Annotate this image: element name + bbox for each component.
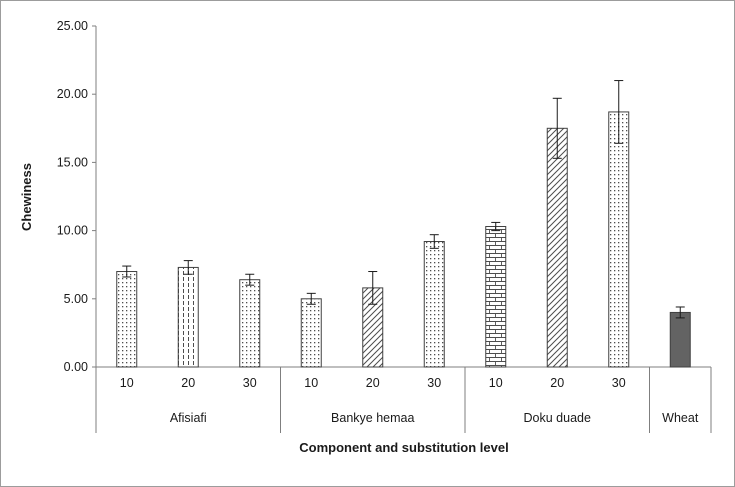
plot-area: 0.00 5.00 10.00 15.00 20.00 25.00 10 20 30 10 20 30…: [57, 19, 712, 433]
group-label-bankye-hemaa: Bankye hemaa: [331, 411, 414, 425]
x-axis-title: Component and substitution level: [299, 440, 508, 455]
bar-bankye-hemaa-30: [423, 241, 445, 368]
error-bar-afisiafi-10: [122, 265, 132, 278]
bar-afisiafi-10: [116, 271, 138, 368]
group-label-doku-duade: Doku duade: [524, 411, 591, 425]
x-category-label: 30: [427, 376, 441, 390]
bar-doku-duade-30: [608, 111, 630, 368]
x-category-label: 10: [489, 376, 503, 390]
bar-wheat: [669, 311, 691, 368]
y-tick-label: 25.00: [57, 19, 88, 33]
bar-doku-duade-20: [546, 127, 568, 368]
x-category-label: 20: [366, 376, 380, 390]
error-bar-bankye-hemaa-20: [368, 271, 378, 305]
bar-doku-duade-10: [485, 226, 507, 368]
bar-afisiafi-20: [177, 266, 199, 368]
x-category-label: 10: [120, 376, 134, 390]
x-category-label: 10: [304, 376, 318, 390]
y-tick-label: 10.00: [57, 224, 88, 238]
error-bar-afisiafi-20: [183, 260, 193, 275]
error-bar-bankye-hemaa-10: [306, 292, 316, 305]
bar-bankye-hemaa-10: [300, 298, 322, 368]
error-bar-afisiafi-30: [245, 273, 255, 286]
x-category-label: 30: [243, 376, 257, 390]
bar-afisiafi-30: [239, 279, 261, 368]
error-bar-doku-duade-20: [552, 97, 562, 159]
y-tick-label: 0.00: [64, 360, 88, 374]
x-category-label: 30: [612, 376, 626, 390]
group-label-wheat: Wheat: [662, 411, 699, 425]
y-tick-label: 5.00: [64, 292, 88, 306]
error-bar-bankye-hemaa-30: [429, 234, 439, 249]
error-bar-wheat: [675, 306, 685, 319]
group-label-afisiafi: Afisiafi: [170, 411, 207, 425]
y-tick-label: 15.00: [57, 155, 88, 169]
x-category-label: 20: [550, 376, 564, 390]
x-category-label: 20: [181, 376, 195, 390]
y-tick-label: 20.00: [57, 87, 88, 101]
y-axis-title: Chewiness: [19, 163, 34, 231]
error-bar-doku-duade-10: [491, 221, 501, 232]
error-bar-doku-duade-30: [614, 80, 624, 144]
